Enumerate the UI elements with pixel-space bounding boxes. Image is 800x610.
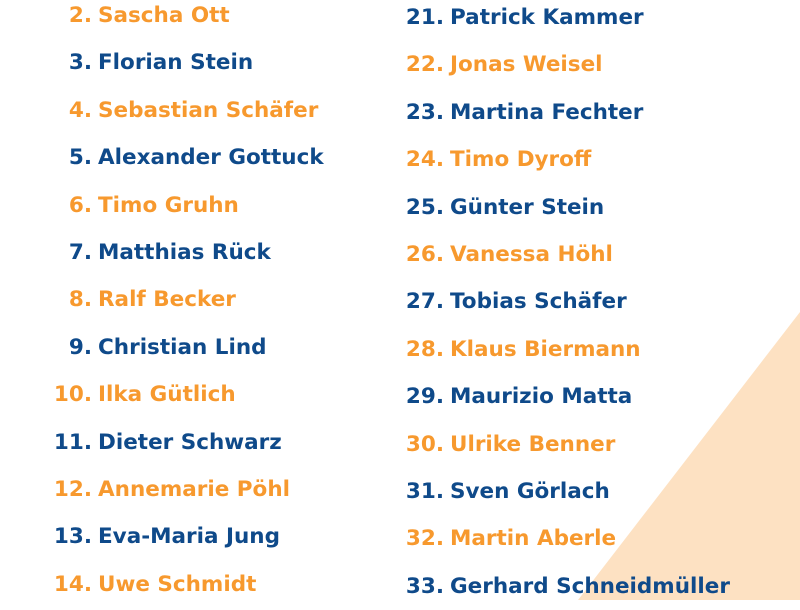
list-item: 13. Eva-Maria Jung [40,513,324,560]
list-item: 30. Ulrike Benner [392,421,730,468]
item-number: 9. [68,334,92,360]
list-item: 8. Ralf Becker [40,276,324,323]
item-number: 22. [405,52,444,78]
list-item: 32. Martin Aberle [392,515,730,562]
item-number: 2. [68,3,92,28]
right-name-list: 21. Patrick Kammer 22. Jonas Weisel 23. Marti… [392,0,730,610]
item-number: 10. [53,382,92,408]
item-number: 25. [405,194,444,220]
list-item: 28. Klaus Biermann [392,326,730,373]
item-number: 27. [405,289,444,315]
item-number: 21. [405,5,444,30]
list-item: 7. Matthias Rück [40,229,324,276]
item-name: Sascha Ott [98,3,230,28]
list-item: 12. Annemarie Pöhl [40,466,324,513]
item-name: Eva-Maria Jung [98,524,281,550]
item-name: Ilka Gütlich [98,382,236,408]
item-number: 11. [53,429,92,455]
item-number: 28. [405,336,444,362]
background-triangle-shape [578,312,800,600]
list-item: 29. Maurizio Matta [392,373,730,420]
item-name: Maurizio Matta [450,384,633,410]
item-number: 33. [405,573,444,599]
item-name: Tobias Schäfer [450,289,627,315]
list-item: 24. Timo Dyroff [392,136,730,183]
item-number: 14. [53,571,92,597]
item-number: 32. [405,526,444,552]
item-name: Martina Fechter [450,99,644,125]
item-name: Gerhard Schneidmüller [450,573,730,599]
item-number: 31. [405,478,444,504]
item-name: Martin Aberle [450,526,617,552]
item-name: Christian Lind [98,334,267,360]
item-number: 7. [68,239,92,265]
left-name-list: 2. Sascha Ott 3. Florian Stein 4. Sebastian S… [40,0,324,608]
list-item: 27. Tobias Schäfer [392,278,730,325]
item-name: Dieter Schwarz [98,429,282,455]
item-number: 3. [68,50,92,76]
list-item: 5. Alexander Gottuck [40,134,324,181]
item-number: 8. [68,287,92,313]
item-name: Jonas Weisel [450,52,603,78]
item-name: Timo Gruhn [98,192,239,218]
item-name: Timo Dyroff [450,147,592,173]
item-name: Uwe Schmidt [98,571,257,597]
list-item: 14. Uwe Schmidt [40,561,324,608]
list-item: 26. Vanessa Höhl [392,231,730,278]
item-number: 4. [68,97,92,123]
list-item: 11. Dieter Schwarz [40,419,324,466]
list-item: 21. Patrick Kammer [392,0,730,41]
item-number: 29. [405,384,444,410]
item-name: Ulrike Benner [450,431,616,457]
list-item: 3. Florian Stein [40,39,324,86]
list-item: 6. Timo Gruhn [40,182,324,229]
item-name: Matthias Rück [98,239,271,265]
item-name: Vanessa Höhl [450,241,613,267]
item-name: Sebastian Schäfer [98,97,319,123]
item-name: Klaus Biermann [450,336,641,362]
item-name: Alexander Gottuck [98,145,324,171]
list-item: 9. Christian Lind [40,324,324,371]
item-name: Patrick Kammer [450,5,644,30]
item-number: 26. [405,241,444,267]
item-number: 12. [53,476,92,502]
list-item: 23. Martina Fechter [392,89,730,136]
list-item: 22. Jonas Weisel [392,41,730,88]
item-name: Annemarie Pöhl [98,476,290,502]
list-item: 2. Sascha Ott [40,0,324,39]
item-number: 23. [405,99,444,125]
list-item: 25. Günter Stein [392,184,730,231]
item-name: Sven Görlach [450,478,610,504]
list-item: 4. Sebastian Schäfer [40,87,324,134]
item-number: 24. [405,147,444,173]
item-number: 13. [53,524,92,550]
item-name: Florian Stein [98,50,254,76]
item-name: Ralf Becker [98,287,236,313]
list-item: 31. Sven Görlach [392,468,730,515]
item-number: 6. [68,192,92,218]
list-item: 33. Gerhard Schneidmüller [392,563,730,610]
item-name: Günter Stein [450,194,605,220]
item-number: 30. [405,431,444,457]
list-item: 10. Ilka Gütlich [40,371,324,418]
item-number: 5. [68,145,92,171]
